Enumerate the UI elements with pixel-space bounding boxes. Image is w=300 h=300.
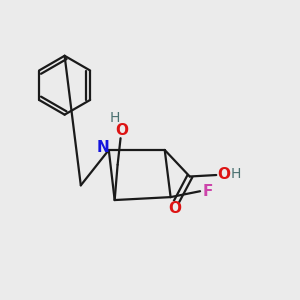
Text: O: O [169,200,182,215]
Text: O: O [116,123,128,138]
Text: F: F [203,184,214,199]
Text: N: N [97,140,110,154]
Text: O: O [217,167,230,182]
Text: H: H [110,111,120,125]
Text: H: H [231,167,242,182]
